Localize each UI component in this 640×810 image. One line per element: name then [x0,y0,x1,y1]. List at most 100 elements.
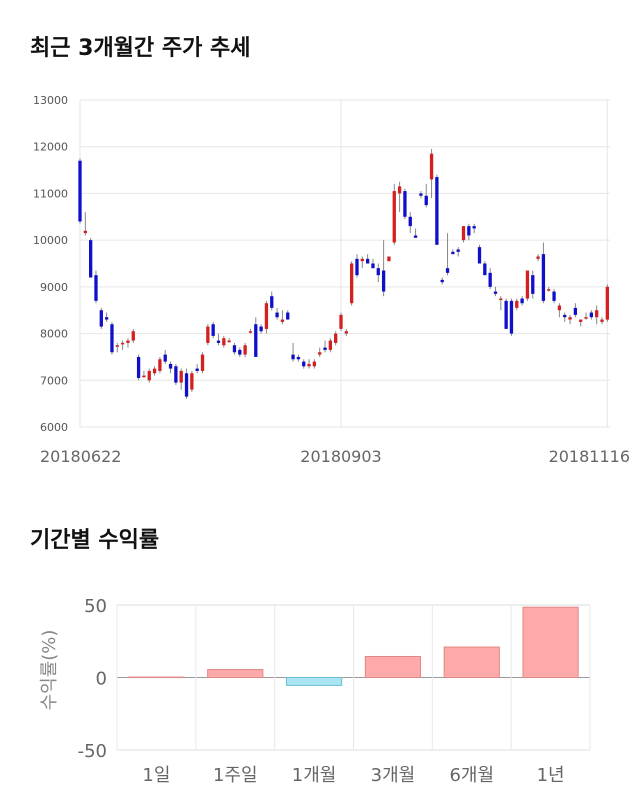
candle [467,223,471,241]
candle-body [200,354,205,371]
candle-body [264,303,269,329]
candle-body [254,324,258,357]
candle [499,296,503,311]
candle [456,247,460,257]
candle [584,312,588,320]
y-tick-label: 9000 [40,281,68,294]
candle [360,256,364,269]
candle-body [259,326,263,332]
candle [174,363,178,385]
candle-body [99,310,103,327]
candle-body [419,193,423,196]
y-tick-label: 12000 [33,141,68,154]
candle [563,312,567,322]
candle-body [89,240,93,278]
candle [184,368,189,399]
candle-body [302,361,306,367]
candle-body [339,314,343,329]
candle-body [547,289,551,291]
candle-body [552,291,556,301]
candle-body [584,317,588,319]
candle-body [488,272,492,287]
candle [557,303,562,318]
candle-body [483,263,487,276]
candle-body [270,296,274,308]
candle-body [136,356,141,378]
candle [211,321,215,339]
candle-body [403,191,407,217]
candle-body [184,373,189,397]
candle-body [355,258,359,276]
returns-title: 기간별 수익률 [30,528,160,553]
candle [168,361,173,374]
candle-body [387,256,391,262]
candle [419,191,423,199]
candle-body [381,270,386,292]
candle-body [376,268,380,276]
candle-body [504,300,508,329]
candle [190,370,194,392]
candle-body [147,370,151,381]
candle [381,240,386,297]
candle-body [104,317,109,320]
candle-body [445,268,450,273]
candle [515,298,519,311]
return-bar [285,677,343,686]
candle [334,331,338,346]
candle [504,298,508,329]
candle [483,261,487,276]
candle [339,312,343,332]
candle-body [296,356,301,360]
candle [355,254,359,278]
x-tick-label: 1일 [142,765,170,786]
candle [440,277,444,285]
candle [525,270,530,301]
candle [461,226,466,243]
candle [413,228,418,238]
y-tick-label: 8000 [40,328,68,341]
candle [94,270,98,304]
candle [472,223,476,234]
bar-x-ticks: 1일 1주일 1개월 3개월 6개월 1년 [142,765,564,786]
candle [195,363,199,374]
candle [589,310,594,320]
candle-body [216,340,221,343]
candle-body [328,340,333,350]
candle [600,317,604,325]
bar-series [128,606,579,686]
candle-body [344,331,348,334]
y-tick-label: 50 [84,596,107,617]
candle-x-ticks: 20180622 20180903 20181116 [40,447,630,466]
candle-body [78,160,82,222]
candle-body [536,256,540,259]
candle-body [589,312,594,318]
candle [286,310,290,320]
candle [147,368,151,383]
candle [397,181,402,213]
y-tick-label: 6000 [40,421,68,434]
candle [531,270,535,299]
candle-body [206,326,210,343]
candle-body [563,314,567,318]
candle [280,310,285,325]
candle-body [579,319,583,322]
candle [536,254,540,262]
candle [541,242,546,304]
candle [365,254,370,264]
x-tick-label: 6개월 [449,765,494,786]
candle [206,324,210,346]
candle [509,298,514,336]
candle-body [174,366,178,383]
candle [318,347,322,357]
candle [424,184,428,208]
candle-body [232,345,237,353]
y-tick-label: 10000 [33,234,68,247]
candle [110,321,114,355]
candle-body [312,361,317,367]
candle-body [424,195,428,206]
price-trend-title: 최근 3개월간 주가 추세 [30,36,251,61]
candle [493,286,498,297]
candle [435,174,439,245]
candle [115,342,119,353]
candle [547,286,551,292]
